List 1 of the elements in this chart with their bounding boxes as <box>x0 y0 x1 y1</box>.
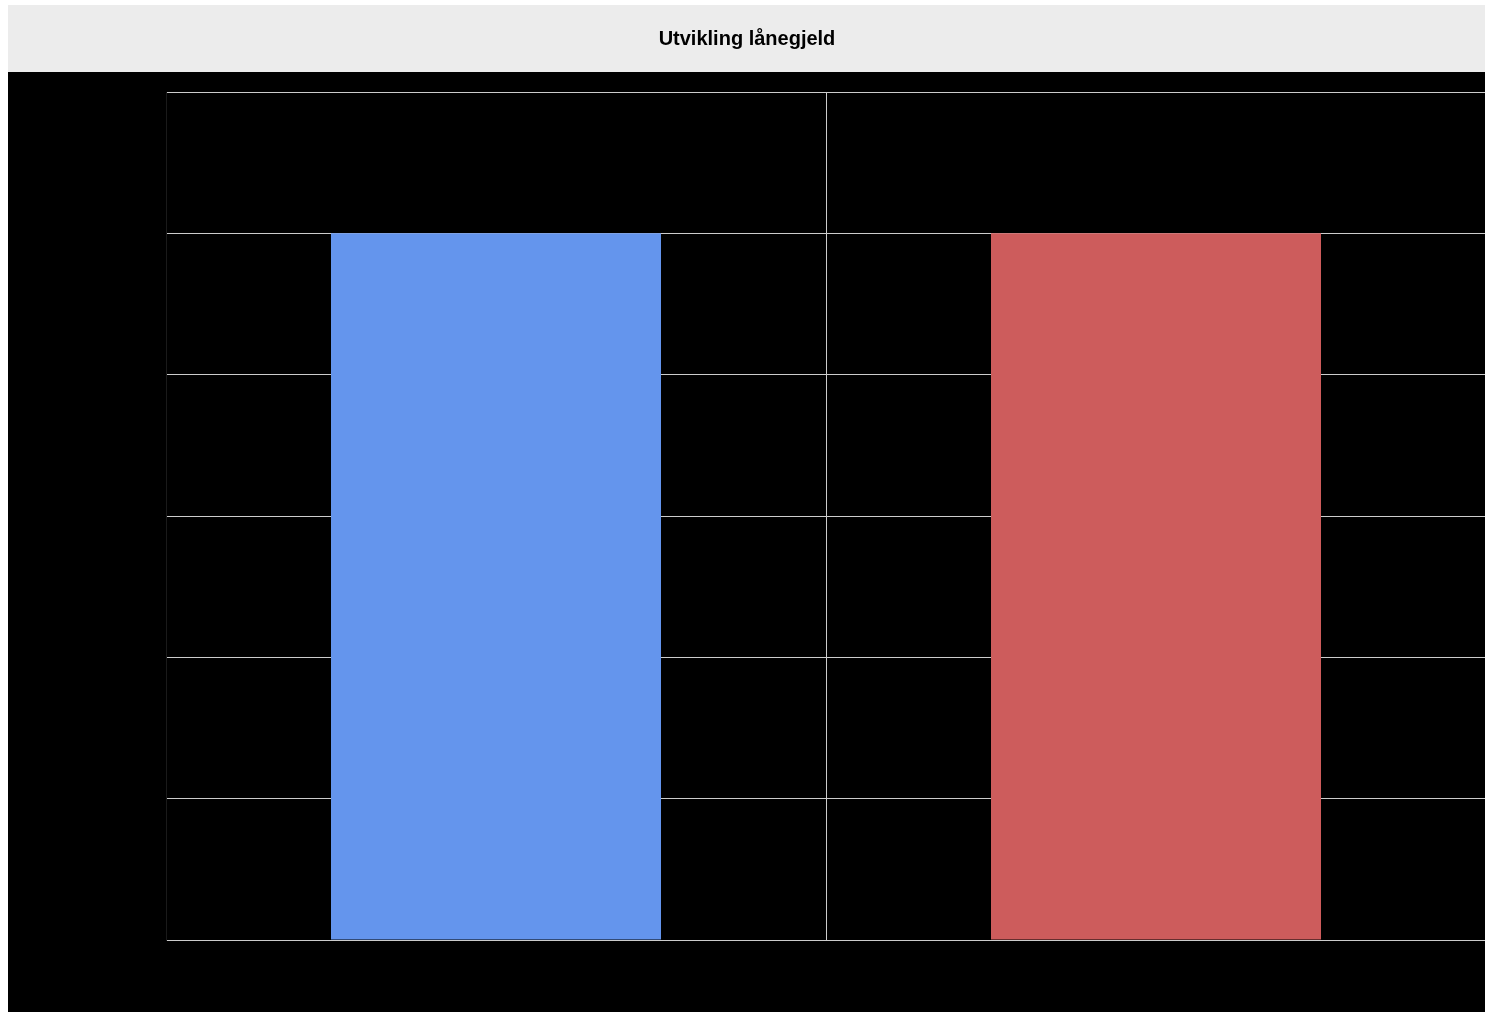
chart-title: Utvikling lånegjeld <box>8 5 1485 72</box>
